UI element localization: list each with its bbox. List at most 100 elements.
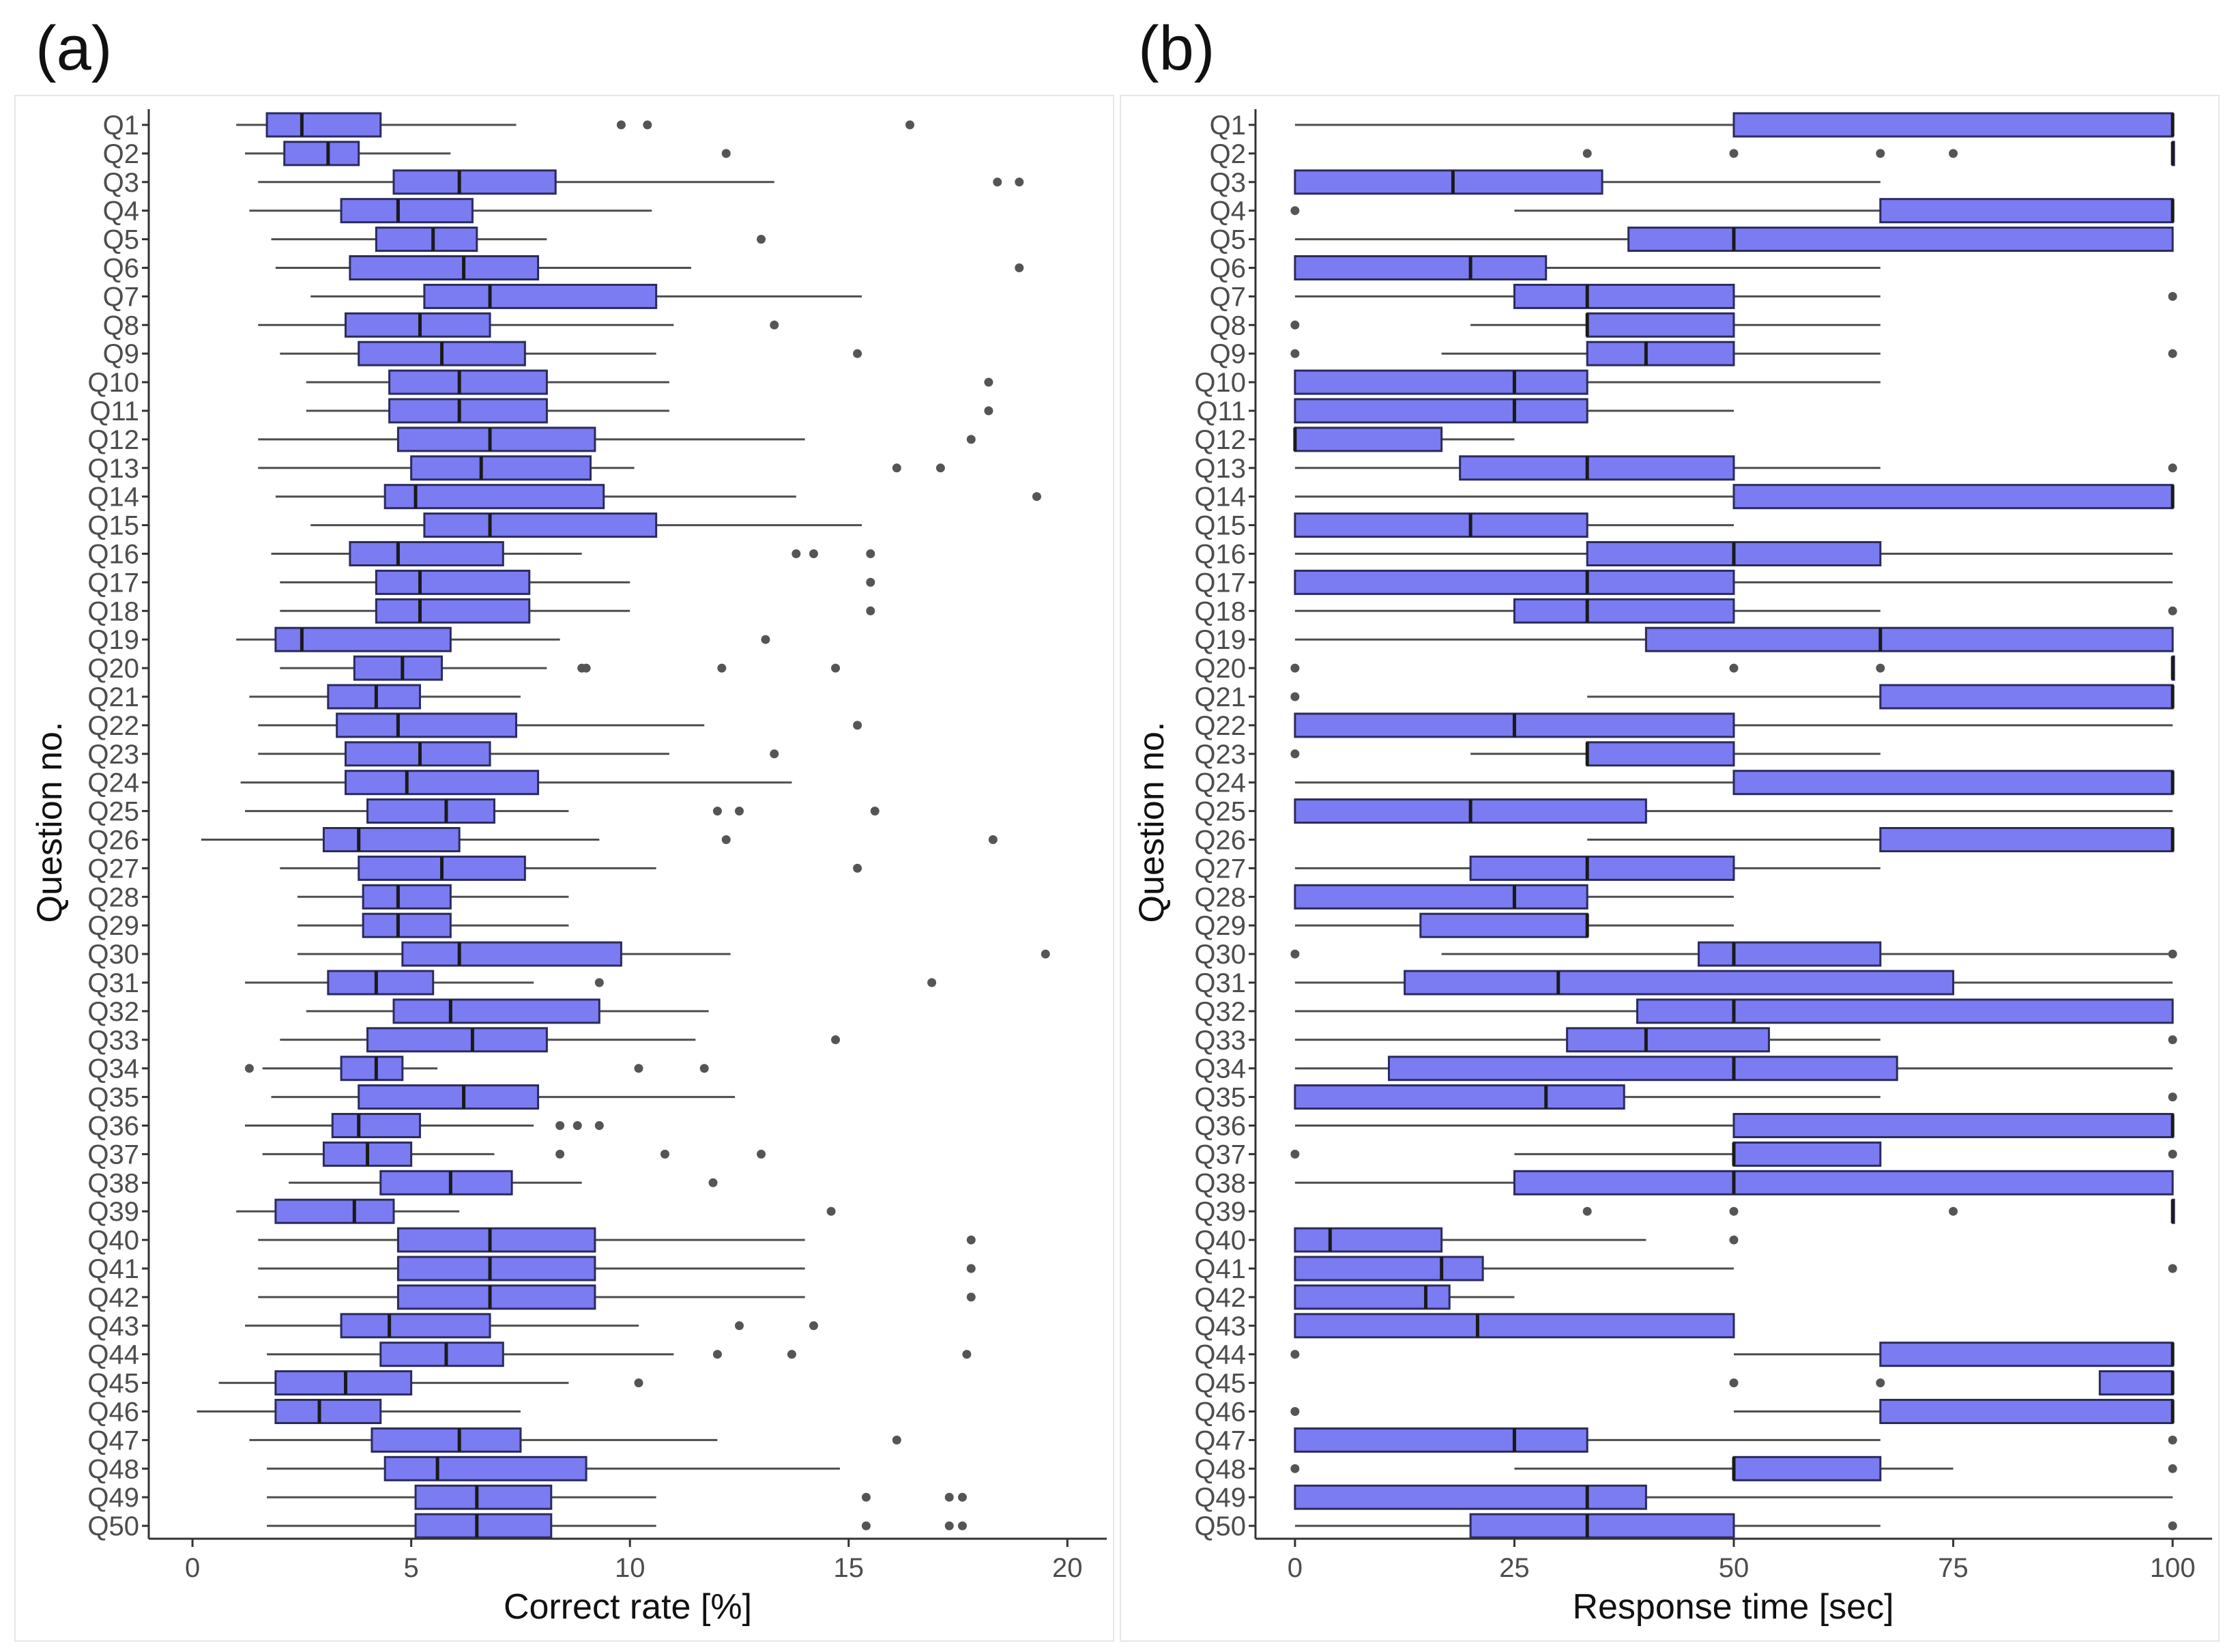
box-q14 — [1732, 484, 2174, 510]
y-tick-label-q1: Q1 — [103, 111, 139, 141]
box-q14 — [383, 484, 605, 510]
boxplot-q37 — [1290, 1141, 2177, 1167]
outlier-q1-1 — [616, 120, 626, 130]
panel-a-marks — [197, 112, 1050, 1539]
y-tick-label-q15: Q15 — [1194, 511, 1246, 541]
boxplot-q35 — [271, 1084, 736, 1110]
box-q19 — [274, 626, 452, 652]
y-tick-label-q45: Q45 — [1194, 1369, 1246, 1399]
boxplot-q10 — [1294, 369, 1881, 395]
box-q36 — [1732, 1113, 2174, 1138]
boxplot-q8 — [1290, 312, 1881, 338]
outlier-q48-2 — [2168, 1464, 2177, 1473]
boxplot-q15 — [1294, 512, 1734, 538]
box-q24 — [1732, 770, 2174, 796]
boxplot-q17 — [280, 569, 875, 595]
outlier-q13-2 — [935, 463, 945, 473]
box-q39 — [274, 1198, 395, 1224]
box-q41 — [1294, 1256, 1484, 1281]
y-tick-label-q8: Q8 — [103, 310, 139, 340]
y-tick-label-q7: Q7 — [103, 282, 139, 312]
box-q49 — [414, 1484, 553, 1510]
y-tick-label-q28: Q28 — [87, 882, 139, 912]
y-tick-label-q17: Q17 — [87, 568, 139, 598]
outlier-q36-1 — [555, 1121, 565, 1130]
outlier-q42-1 — [966, 1292, 976, 1302]
box-q37 — [1732, 1141, 1882, 1167]
outlier-q1-3 — [905, 120, 915, 130]
boxplot-q21 — [249, 684, 521, 710]
outlier-q9-2 — [2168, 349, 2177, 358]
boxplot-q9 — [1290, 340, 2177, 366]
y-tick-label-q47: Q47 — [1194, 1425, 1246, 1455]
boxplot-q46 — [1290, 1399, 2175, 1424]
box-q30 — [401, 941, 622, 967]
box-q22 — [336, 712, 518, 738]
box-q33 — [1566, 1027, 1770, 1053]
y-tick-label-q24: Q24 — [1194, 768, 1246, 798]
y-tick-label-q13: Q13 — [1194, 454, 1246, 484]
box-q18 — [375, 598, 531, 624]
y-tick-label-q40: Q40 — [87, 1226, 139, 1256]
box-q49 — [1294, 1484, 1647, 1510]
box-q16 — [349, 541, 504, 566]
y-tick-label-q31: Q31 — [87, 968, 139, 998]
outlier-q20-3 — [1876, 663, 1885, 673]
outlier-q33-1 — [2168, 1035, 2177, 1045]
boxplot-q34 — [244, 1056, 709, 1082]
boxplot-q17 — [1294, 569, 2173, 595]
x-tick-label-100: 100 — [2150, 1553, 2196, 1583]
box-q47 — [371, 1427, 522, 1453]
box-q8 — [1586, 312, 1735, 338]
y-tick-label-q2: Q2 — [103, 139, 139, 169]
y-tick-label-q3: Q3 — [103, 168, 139, 198]
y-tick-label-q1: Q1 — [1210, 111, 1246, 141]
boxplot-q26 — [1587, 827, 2175, 852]
y-tick-label-q20: Q20 — [1194, 654, 1246, 684]
boxplot-q6 — [275, 255, 1024, 280]
outlier-q9-1 — [853, 349, 862, 358]
outlier-q39-2 — [1729, 1206, 1739, 1216]
box-q26 — [1879, 827, 2174, 852]
boxplot-q1 — [1294, 112, 2175, 138]
box-q42 — [1294, 1284, 1451, 1310]
boxplot-q1 — [236, 112, 915, 138]
box-q10 — [388, 369, 548, 395]
y-tick-label-q12: Q12 — [1194, 425, 1246, 455]
box-q5 — [1627, 227, 2174, 252]
outlier-q50-2 — [944, 1521, 954, 1531]
box-q26 — [322, 827, 461, 852]
outlier-q45-1 — [1729, 1378, 1739, 1388]
y-tick-label-q37: Q37 — [1194, 1140, 1246, 1170]
y-tick-label-q29: Q29 — [87, 911, 139, 941]
outlier-q20-2 — [581, 663, 591, 673]
boxplot-q47 — [249, 1427, 901, 1453]
y-tick-label-q30: Q30 — [87, 940, 139, 970]
boxplot-q7 — [1294, 283, 2177, 309]
y-tick-label-q21: Q21 — [1194, 682, 1246, 712]
outlier-q48-1 — [1290, 1464, 1300, 1473]
box-q45 — [2098, 1370, 2174, 1396]
outlier-q45-2 — [1876, 1378, 1885, 1388]
outlier-q13-1 — [2168, 463, 2177, 473]
box-q12 — [396, 426, 596, 452]
outlier-q44-1 — [712, 1350, 722, 1359]
box-q38 — [379, 1170, 513, 1195]
boxplot-q7 — [310, 283, 862, 309]
x-tick-label-5: 5 — [404, 1553, 419, 1583]
y-tick-label-q22: Q22 — [87, 711, 139, 741]
panel-a-x-axis-title: Correct rate [%] — [504, 1587, 752, 1627]
y-tick-label-q44: Q44 — [87, 1340, 139, 1370]
boxplot-q42 — [258, 1284, 976, 1310]
boxplot-q25 — [245, 798, 880, 824]
y-tick-label-q19: Q19 — [87, 625, 139, 655]
box-q15 — [423, 512, 658, 538]
box-q32 — [392, 998, 600, 1024]
y-tick-label-q42: Q42 — [1194, 1283, 1246, 1313]
boxplot-q33 — [1294, 1027, 2177, 1053]
box-q6 — [349, 255, 540, 280]
outlier-q34-2 — [634, 1064, 643, 1073]
outlier-q40-1 — [966, 1235, 976, 1245]
y-tick-label-q9: Q9 — [103, 339, 139, 369]
boxplot-q18 — [280, 598, 875, 624]
